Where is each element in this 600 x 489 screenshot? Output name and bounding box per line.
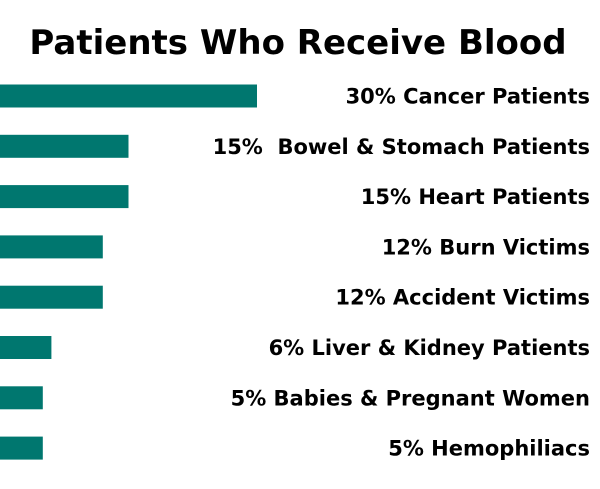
bar-1: [0, 84, 257, 108]
bar-group: [0, 84, 257, 460]
label-group: 30% Cancer Patients 15% Bowel & Stomach P…: [213, 85, 590, 461]
bar-4: [0, 235, 103, 259]
bar-label-3: 15% Heart Patients: [361, 185, 590, 209]
bar-label-7: 5% Babies & Pregnant Women: [231, 386, 590, 410]
bar-label-4: 12% Burn Victims: [382, 235, 590, 259]
bar-label-2: 15% Bowel & Stomach Patients: [213, 135, 590, 159]
bar-label-8: 5% Hemophiliacs: [388, 437, 590, 461]
bar-8: [0, 436, 43, 460]
bar-label-1: 30% Cancer Patients: [346, 85, 590, 109]
bar-6: [0, 336, 52, 359]
bar-7: [0, 386, 43, 410]
bar-5: [0, 285, 103, 309]
chart-title: Patients Who Receive Blood: [29, 23, 566, 63]
bar-2: [0, 134, 129, 158]
bar-3: [0, 185, 129, 209]
bar-label-6: 6% Liver & Kidney Patients: [269, 336, 590, 360]
bar-label-5: 12% Accident Victims: [335, 286, 590, 310]
